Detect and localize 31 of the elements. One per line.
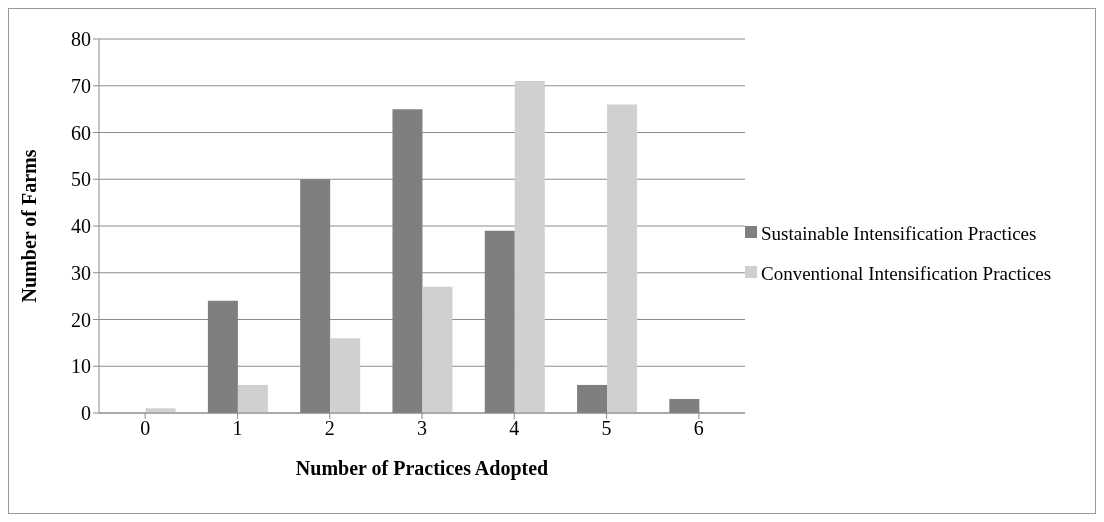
bar [300,179,331,413]
y-tick-label: 20 [71,308,91,331]
bar [577,384,608,413]
legend-label: Conventional Intensification Practices [761,262,1052,286]
y-axis-title: Number of Farms [18,149,41,303]
bar [422,286,453,413]
y-tick-label: 40 [71,215,91,238]
x-tick-label: 2 [324,417,335,440]
x-tick-label: 1 [232,417,243,440]
legend-label: Sustainable Intensification Practices [761,222,1037,246]
bar [514,81,545,413]
y-tick-label: 0 [81,402,91,425]
x-tick-label: 5 [601,417,612,440]
bar [330,338,361,413]
bar [607,104,638,413]
bar [484,230,515,413]
y-tick-label: 60 [71,121,91,144]
y-tick-label: 10 [71,355,91,378]
x-tick-label: 6 [693,417,704,440]
bar [237,384,268,413]
y-tick-label: 70 [71,74,91,97]
x-tick-label: 0 [140,417,151,440]
bar [669,398,700,413]
bar [392,109,423,413]
x-axis-title: Number of Practices Adopted [295,457,549,480]
x-tick-label: 4 [509,417,520,440]
x-tick-label: 3 [417,417,427,440]
y-tick-label: 80 [71,28,91,51]
y-tick-label: 50 [71,168,91,191]
bar [207,300,238,413]
y-tick-label: 30 [71,261,91,284]
